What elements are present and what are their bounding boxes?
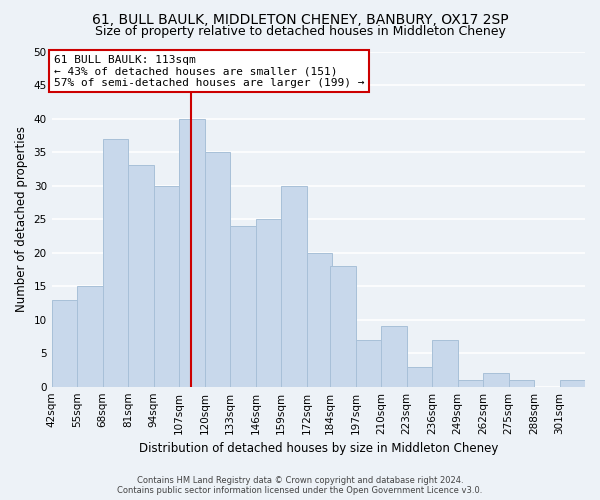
Bar: [128, 166, 154, 386]
Bar: [509, 380, 534, 386]
Text: 61 BULL BAULK: 113sqm
← 43% of detached houses are smaller (151)
57% of semi-det: 61 BULL BAULK: 113sqm ← 43% of detached …: [53, 55, 364, 88]
Bar: [230, 226, 256, 386]
Bar: [256, 219, 281, 386]
Bar: [458, 380, 483, 386]
Bar: [356, 340, 381, 386]
Bar: [483, 374, 509, 386]
X-axis label: Distribution of detached houses by size in Middleton Cheney: Distribution of detached houses by size …: [139, 442, 498, 455]
Bar: [432, 340, 458, 386]
Bar: [103, 138, 128, 386]
Bar: [330, 266, 356, 386]
Bar: [381, 326, 407, 386]
Y-axis label: Number of detached properties: Number of detached properties: [15, 126, 28, 312]
Bar: [77, 286, 103, 386]
Bar: [154, 186, 179, 386]
Bar: [205, 152, 230, 386]
Bar: [307, 252, 332, 386]
Bar: [407, 366, 432, 386]
Bar: [560, 380, 585, 386]
Text: 61, BULL BAULK, MIDDLETON CHENEY, BANBURY, OX17 2SP: 61, BULL BAULK, MIDDLETON CHENEY, BANBUR…: [92, 12, 508, 26]
Bar: [179, 118, 205, 386]
Bar: [52, 300, 77, 386]
Bar: [281, 186, 307, 386]
Text: Size of property relative to detached houses in Middleton Cheney: Size of property relative to detached ho…: [95, 25, 505, 38]
Text: Contains HM Land Registry data © Crown copyright and database right 2024.
Contai: Contains HM Land Registry data © Crown c…: [118, 476, 482, 495]
